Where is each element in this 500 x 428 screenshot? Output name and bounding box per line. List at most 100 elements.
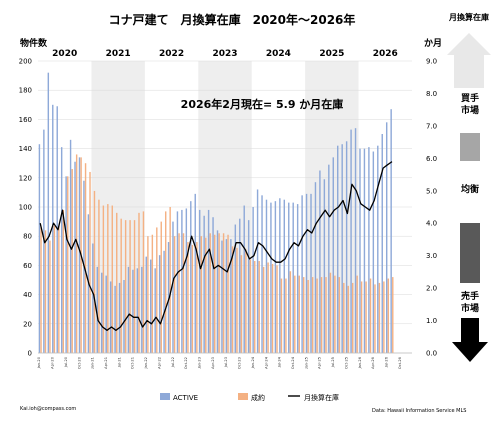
bar-active [221,240,223,353]
bar-active [141,266,143,353]
x-tick-label: Jan-26 [358,356,362,369]
bar-sold [298,275,300,353]
year-label-2021: 2021 [106,49,131,59]
y-right-tick-label: 5.0 [426,187,437,195]
x-tick-label: Apr-24 [264,356,268,369]
y-right-tick-label: 3.0 [426,252,437,260]
bar-active [345,141,348,353]
data-source: Data: Hawaii Information Service MLS [372,408,466,414]
bar-active [368,147,370,353]
bar-sold [178,233,180,353]
bar-sold [267,262,269,353]
balanced-label: 均衡 [461,183,479,195]
y-left-tick-label: 20 [23,320,32,328]
bar-sold [58,225,60,353]
x-tick-label: Jan-20 [37,356,41,369]
bar-active [328,164,330,353]
bar-sold [107,204,109,353]
bar-sold [369,278,372,353]
x-tick-label: Oct-22 [184,357,188,369]
bar-active [132,269,134,353]
x-tick-label: Jan-25 [304,357,308,369]
bar-sold [343,282,345,353]
legend-swatch-sold [238,393,248,400]
bar-sold [365,281,367,353]
bar-active [341,144,343,353]
buyers-gauge-block [460,133,480,161]
bar-sold [329,272,332,353]
x-tick-label: Oct-24 [291,356,295,369]
bar-active [319,170,321,353]
bar-sold [173,236,176,353]
y-left-tick-label: 140 [19,145,32,153]
bar-active [118,282,121,353]
bar-active [52,104,54,353]
bar-active [109,281,112,353]
y-left-tick-label: 60 [23,262,32,270]
x-tick-label: Oct-25 [344,357,348,369]
y-right-tick-label: 7.0 [426,122,437,130]
bar-sold [303,277,305,353]
bar-sold [191,244,194,353]
up-arrow-icon [447,33,491,55]
bar-active [38,144,41,353]
y-right-tick-label: 8.0 [426,90,437,98]
bar-active [354,128,357,353]
bar-sold [120,218,122,353]
y-right-tick-label: 4.0 [426,220,437,228]
months-inventory-line [39,161,393,331]
x-tick-label: Apr-23 [211,357,215,369]
bar-active [212,217,214,353]
bar-sold [156,227,158,353]
bar-active [92,243,94,353]
bar-active [176,211,179,353]
bar-active [377,145,379,353]
bar-active [381,134,383,353]
legend-label-line: 月換算在庫 [304,393,339,402]
bar-sold [262,266,265,353]
bar-sold [44,230,47,353]
x-tick-label: Jan-23 [198,357,202,369]
x-tick-label: Jul-26 [385,356,389,368]
bar-sold [347,285,349,353]
bar-sold [205,237,207,353]
y-left-tick-label: 80 [23,233,32,241]
bar-active [279,198,281,353]
bar-sold [374,284,376,353]
balanced-gauge-block [460,223,480,283]
x-tick-label: Jul-22 [171,357,175,368]
y-left-tick-label: 200 [19,58,32,66]
bar-active [123,280,125,353]
bar-active [225,239,228,353]
x-tick-label: Jul-24 [278,356,282,368]
bar-active [127,266,130,353]
bar-active [359,148,361,353]
bar-sold [89,171,91,353]
x-tick-label: Apr-22 [157,357,161,369]
year-label-2023: 2023 [212,49,237,59]
bar-sold [320,277,323,353]
bar-active [163,250,165,353]
bar-active [323,179,326,353]
bar-sold [133,220,136,353]
year-label-2020: 2020 [52,49,77,59]
bar-active [283,199,286,353]
x-tick-label: Jan-22 [144,357,148,369]
bar-active [372,151,375,353]
buyers-market-line2: 市場 [461,104,479,116]
sellers-market-line1: 売手 [461,290,479,302]
x-tick-label: Oct-23 [238,357,242,369]
bar-active [390,109,392,354]
x-tick-label: Jul-23 [224,357,228,368]
y-left-tick-label: 160 [19,116,32,124]
bar-sold [75,154,78,353]
bar-active [198,209,201,353]
bar-active [332,157,334,353]
bar-sold [138,212,140,353]
x-tick-label: Apr-21 [104,357,108,369]
side-panel-title: 月換算在庫 [448,12,489,22]
bar-sold [102,205,105,353]
bar-active [203,215,205,353]
bar-sold [169,207,171,353]
